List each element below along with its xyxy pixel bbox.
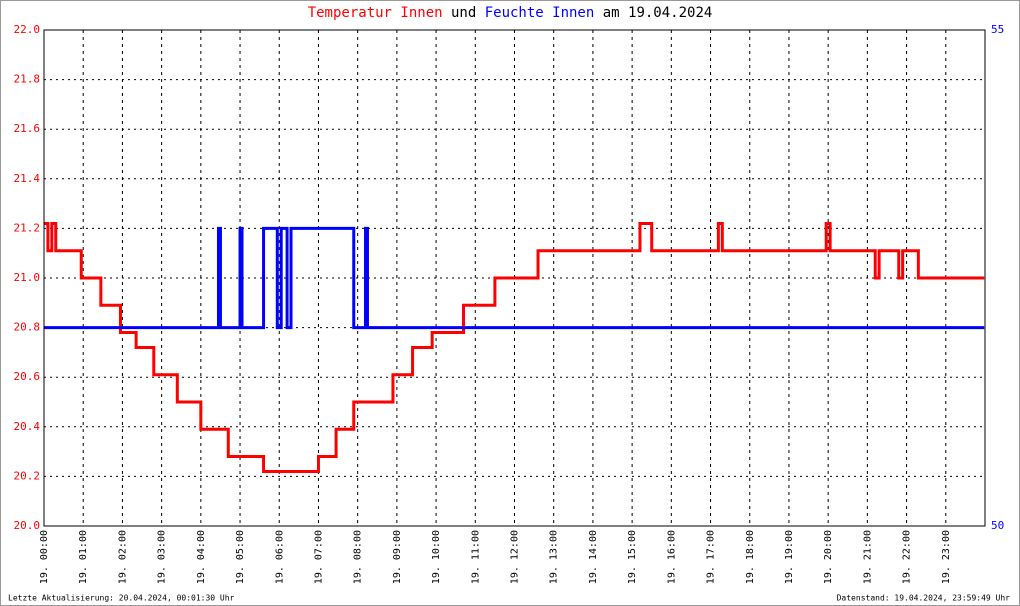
y-tick-label: 21.4 [14,172,41,185]
x-tick-label: 19. 04:00 [196,530,207,584]
x-tick-label: 19. 15:00 [627,530,638,584]
y-tick-label: 21.2 [14,221,41,234]
chart-title: Temperatur Innen und Feuchte Innen am 19… [308,5,713,21]
series-line [44,221,985,473]
x-tick-label: 19. 10:00 [431,530,442,584]
x-tick-label: 19. 02:00 [117,530,128,584]
footer-left: Letzte Aktualisierung: 20.04.2024, 00:01… [8,594,235,603]
series-line [44,226,985,330]
x-tick-label: 19. 13:00 [549,530,560,584]
x-tick-label: 19. 09:00 [392,530,403,584]
title-part: am 19.04.2024 [603,5,713,21]
y-tick-label: 20.2 [14,469,41,482]
y-tick-label: 22.0 [14,23,41,36]
x-tick-label: 19. 12:00 [510,530,521,584]
x-tick-label: 19. 19:00 [784,530,795,584]
y-tick-label: 20.6 [14,370,41,383]
x-tick-label: 19. 14:00 [588,530,599,584]
y2-tick-label: 55 [991,23,1004,36]
x-tick-label: 19. 17:00 [706,530,717,584]
x-tick-label: 19. 01:00 [78,530,89,584]
x-tick-label: 19. 03:00 [157,530,168,584]
x-tick-label: 19. 21:00 [862,530,873,584]
x-tick-label: 19. 00:00 [39,530,50,584]
y2-tick-label: 50 [991,519,1004,532]
x-tick-label: 19. 06:00 [274,530,285,584]
plot-border [43,29,986,527]
x-tick-label: 19. 20:00 [823,530,834,584]
footer-right: Datenstand: 19.04.2024, 23:59:49 Uhr [837,594,1011,603]
x-tick-label: 19. 11:00 [470,530,481,584]
x-tick-label: 19. 08:00 [353,530,364,584]
y-tick-label: 21.0 [14,271,41,284]
title-part: Temperatur Innen [308,5,443,21]
y-tick-label: 20.0 [14,519,41,532]
y-tick-label: 21.8 [14,73,41,86]
title-part: und [451,5,476,21]
y-tick-label: 21.6 [14,122,41,135]
y-tick-label: 20.8 [14,321,41,334]
x-tick-label: 19. 18:00 [745,530,756,584]
y-tick-label: 20.4 [14,420,41,433]
title-part: Feuchte Innen [485,5,595,21]
x-tick-label: 19. 23:00 [941,530,952,584]
x-tick-label: 19. 05:00 [235,530,246,584]
lines [44,221,985,473]
x-tick-label: 19. 22:00 [902,530,913,584]
x-tick-label: 19. 16:00 [666,530,677,584]
x-tick-label: 19. 07:00 [313,530,324,584]
